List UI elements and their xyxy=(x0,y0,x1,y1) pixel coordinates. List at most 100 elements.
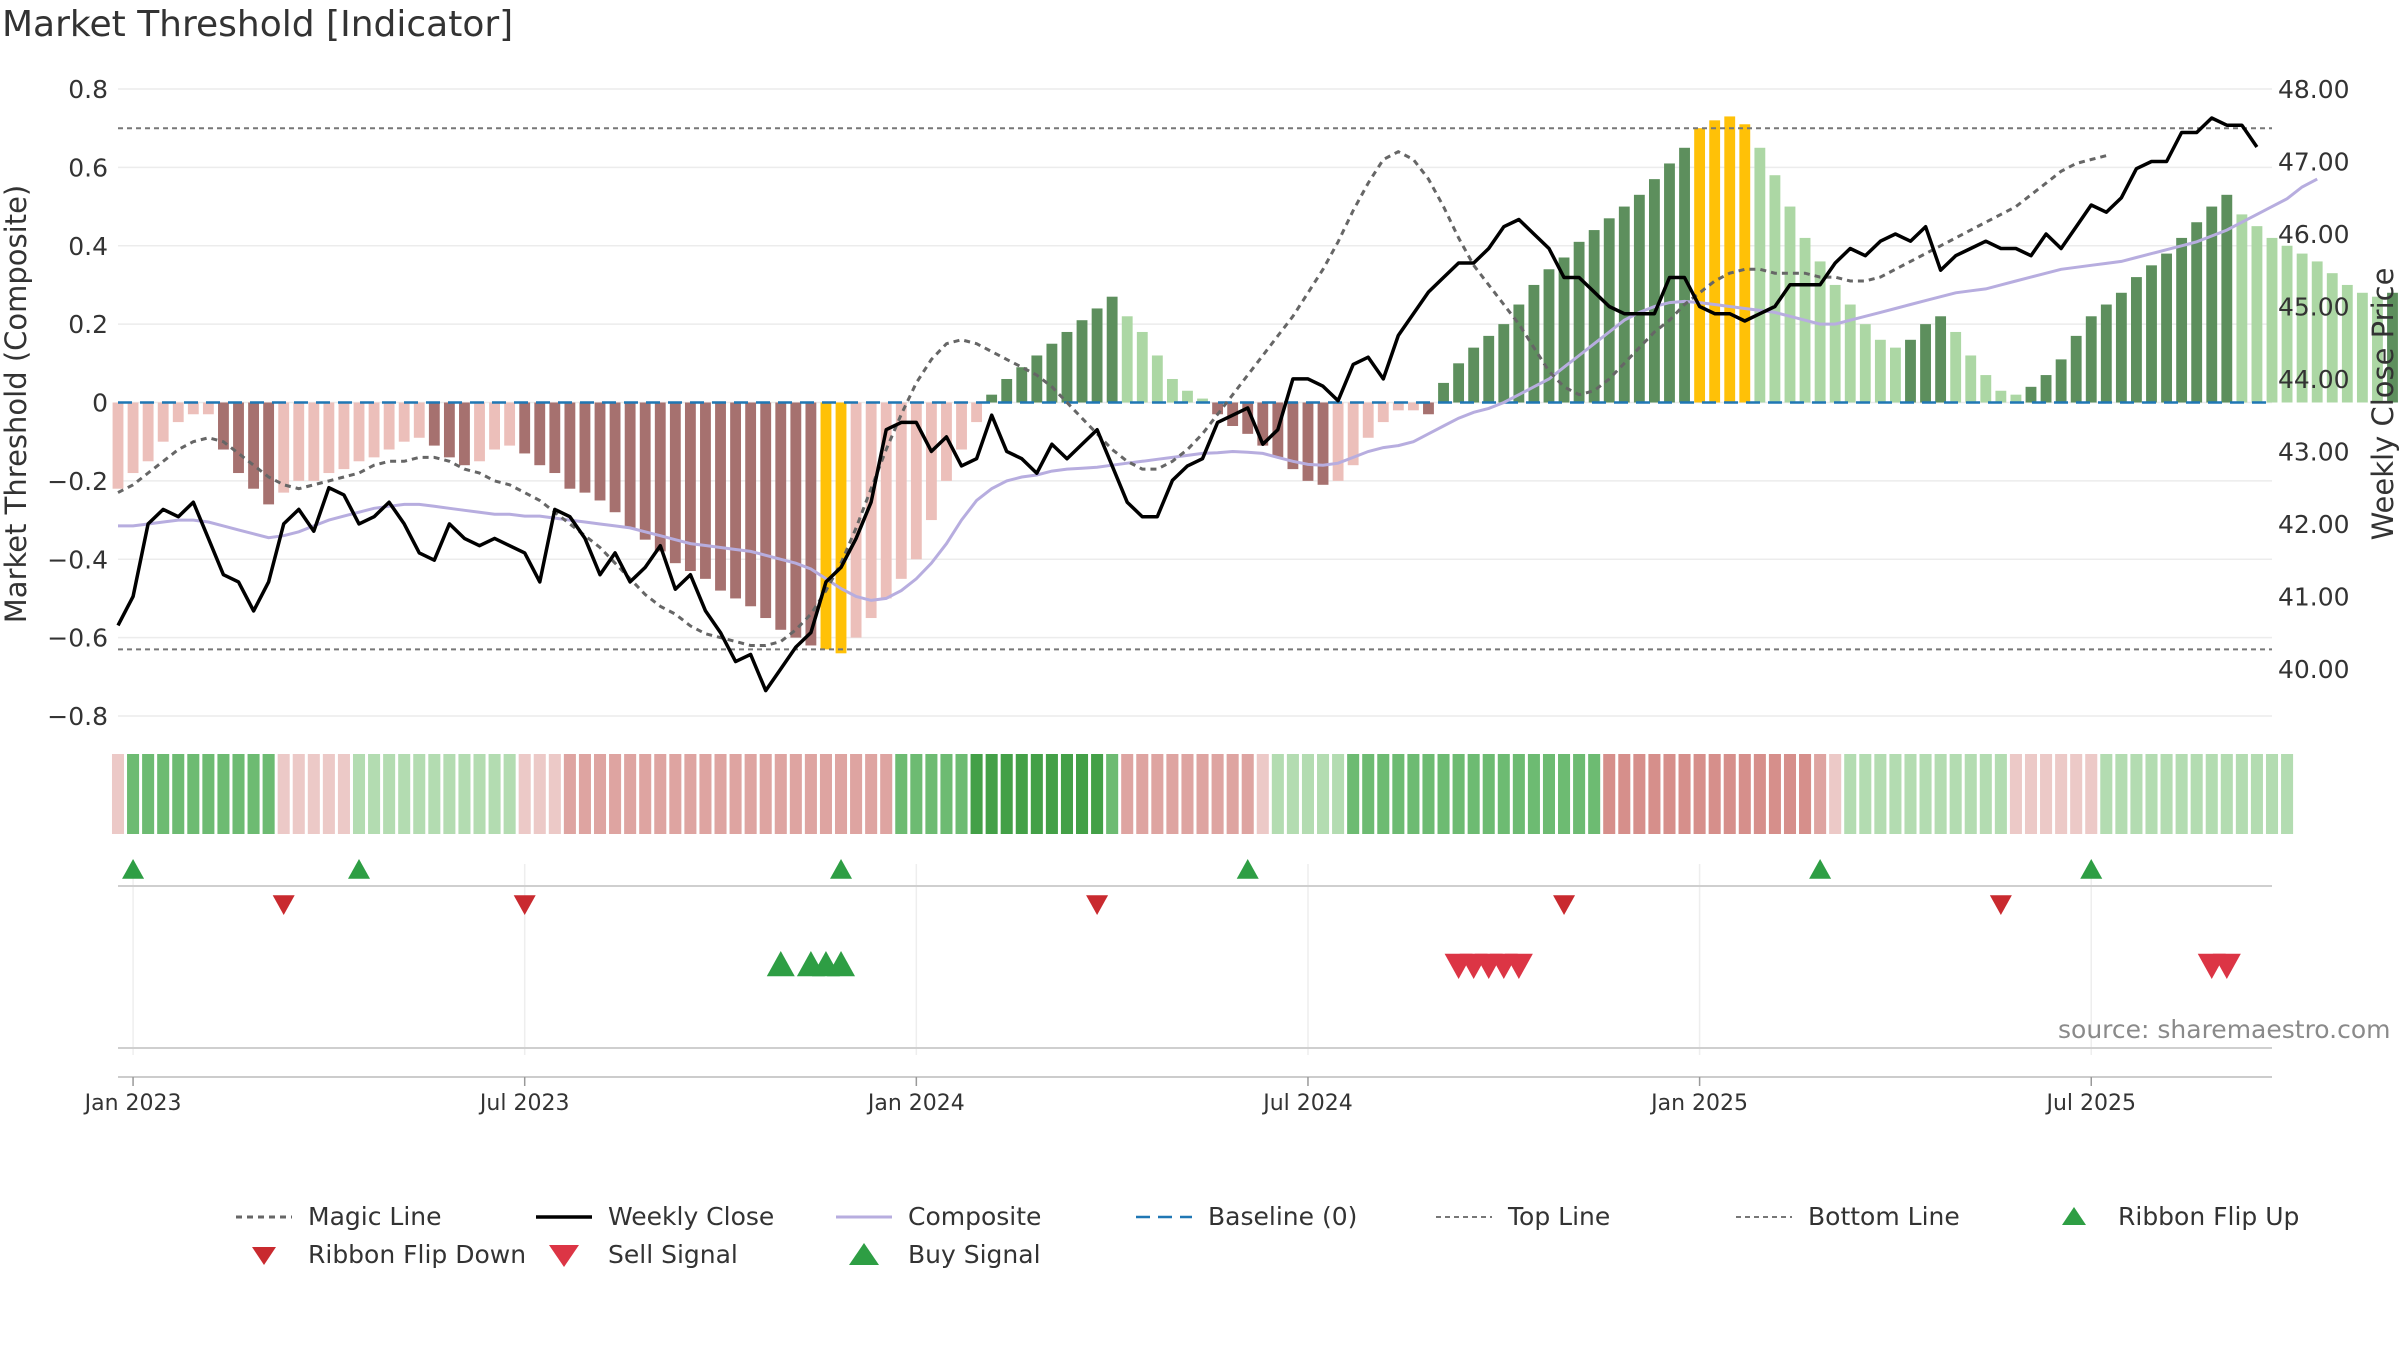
composite-bar xyxy=(1031,355,1043,403)
ribbon-cell xyxy=(1347,754,1360,834)
composite-bar xyxy=(413,402,425,438)
composite-bar xyxy=(2115,292,2127,403)
composite-bar xyxy=(1166,378,1178,403)
ribbon-cell xyxy=(1588,754,1601,834)
ribbon-cell xyxy=(1226,754,1239,834)
x-tick-label: Jan 2023 xyxy=(83,1091,182,1116)
composite-bar xyxy=(142,402,154,462)
ribbon-flip-down-marker xyxy=(513,895,536,915)
composite-bar xyxy=(760,402,772,619)
ribbon-cell xyxy=(609,754,622,834)
composite-bar xyxy=(790,402,802,638)
composite-bar xyxy=(1784,206,1796,403)
ribbon-cell xyxy=(940,754,953,834)
composite-bar xyxy=(1347,402,1359,466)
composite-bar xyxy=(428,402,440,446)
composite-bar xyxy=(941,402,952,481)
x-axis: Jan 2023 Jul 2023 Jan 2024 Jul 2024 Jan 2025… xyxy=(83,1076,2272,1116)
ribbon-cell xyxy=(1166,754,1179,834)
composite-bar xyxy=(1121,316,1133,403)
ribbon-cell xyxy=(789,754,802,834)
composite-bar xyxy=(745,402,757,607)
ribbon-cell xyxy=(1889,754,1902,834)
ribbon-cell xyxy=(202,754,215,834)
source-label: source: sharemaestro.com xyxy=(2058,1015,2391,1044)
buy-signal-marker xyxy=(827,951,856,977)
ribbon-flip-up-marker xyxy=(348,859,371,879)
chart-title: Market Threshold [Indicator] xyxy=(2,4,514,45)
ribbon-cell xyxy=(744,754,757,834)
composite-bar xyxy=(1392,402,1404,411)
ribbon-cell xyxy=(2265,754,2279,834)
ribbon-cell xyxy=(1256,754,1269,834)
ribbon-cell xyxy=(1859,754,1872,834)
composite-bar xyxy=(383,402,395,450)
composite-bar xyxy=(715,402,726,591)
ribbon-cell xyxy=(398,754,411,834)
ribbon-cell xyxy=(503,754,516,834)
ribbon-cell xyxy=(292,754,305,834)
composite-bar xyxy=(1829,284,1841,403)
ribbon-cell xyxy=(1648,754,1661,834)
composite-bar xyxy=(308,402,320,481)
ribbon-cell xyxy=(1286,754,1299,834)
ribbon-cell xyxy=(1768,754,1781,834)
ribbon-cell xyxy=(1512,754,1525,834)
ribbon-cell xyxy=(970,754,983,834)
ribbon-cell xyxy=(322,754,335,834)
composite-bar xyxy=(2296,253,2308,403)
composite-bar xyxy=(1407,402,1419,411)
x-tick-label: Jan 2025 xyxy=(1649,1091,1748,1116)
y2-tick-label: 45.00 xyxy=(2278,292,2350,321)
ribbon-cell xyxy=(1783,754,1797,834)
composite-bar xyxy=(1859,324,1871,403)
composite-bar xyxy=(1588,230,1600,403)
ribbon-cell xyxy=(1874,754,1887,834)
composite-bar xyxy=(278,402,290,493)
ribbon-cell xyxy=(307,754,320,834)
ribbon-cell xyxy=(1708,754,1721,834)
y2-tick-label: 46.00 xyxy=(2278,220,2350,249)
signal-panels xyxy=(118,859,2272,1049)
y-tick-label: 0.8 xyxy=(68,75,108,104)
ribbon-cell xyxy=(1678,754,1691,834)
composite-bar xyxy=(654,402,666,552)
composite-bar xyxy=(2341,284,2353,403)
ribbon-cell xyxy=(1527,754,1540,834)
composite-bars xyxy=(112,116,2398,654)
ribbon-cell xyxy=(2175,754,2188,834)
ribbon-cell xyxy=(1542,754,1556,834)
ribbon-cell xyxy=(1573,754,1586,834)
composite-bar xyxy=(1257,402,1269,446)
composite-bar xyxy=(1061,331,1073,403)
composite-bar xyxy=(1603,218,1615,403)
composite-bar xyxy=(1468,347,1480,403)
ribbon-cell xyxy=(1693,754,1706,834)
y2-tick-label: 40.00 xyxy=(2278,655,2350,684)
composite-bar xyxy=(1362,402,1374,438)
x-tick-label: Jul 2024 xyxy=(1261,1091,1353,1116)
ribbon-cell xyxy=(1558,754,1571,834)
ribbon-cell xyxy=(2040,754,2053,834)
ribbon-cell xyxy=(1799,754,1812,834)
ribbon-cell xyxy=(518,754,531,834)
composite-bar xyxy=(2191,222,2203,403)
y-tick-label: 0.2 xyxy=(68,310,108,339)
composite-bar xyxy=(805,402,817,646)
composite-bar xyxy=(2146,265,2157,403)
ribbon-cell xyxy=(2100,754,2113,834)
ribbon-cell xyxy=(699,754,712,834)
composite-bar xyxy=(1724,116,1736,403)
ribbon-cell xyxy=(714,754,727,834)
composite-bar xyxy=(549,402,561,474)
composite-bar xyxy=(1648,179,1660,403)
ribbon-cell xyxy=(955,754,968,834)
ribbon-cell xyxy=(865,754,878,834)
ribbon-flip-down-marker xyxy=(1989,895,2012,915)
composite-bar xyxy=(1287,402,1299,470)
composite-bar xyxy=(1558,257,1570,403)
sell-signal-marker xyxy=(2212,953,2241,979)
composite-bar xyxy=(1136,331,1148,403)
composite-bar xyxy=(1453,363,1465,403)
ribbon-cell xyxy=(729,754,742,834)
